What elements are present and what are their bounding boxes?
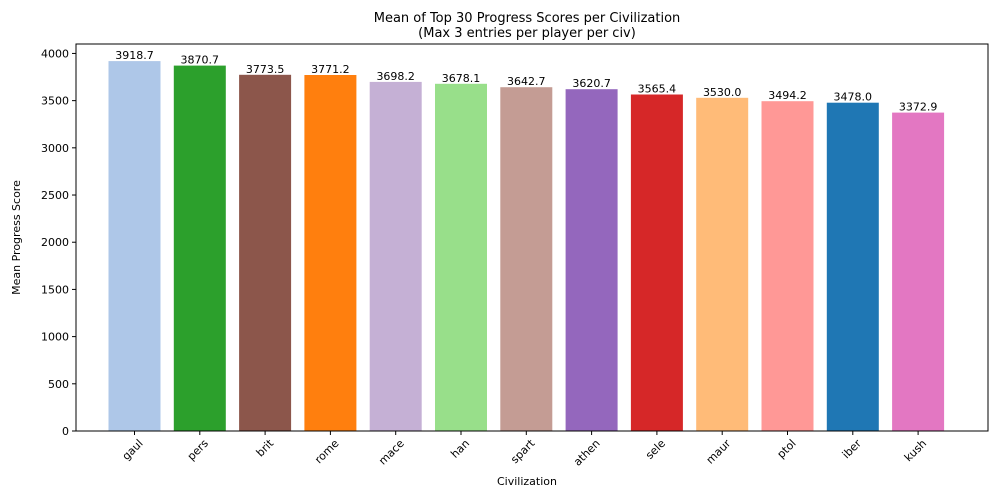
x-tick-label-spart: spart bbox=[508, 436, 538, 466]
bar-rome bbox=[304, 75, 357, 431]
x-axis: gaul pers brit rome mace han spart athen sele mau… bbox=[120, 431, 929, 469]
data-label-han: 3678.1 bbox=[442, 72, 481, 85]
x-axis-label: Civilization bbox=[497, 475, 557, 488]
bar-gaul bbox=[108, 61, 161, 431]
bar-mace bbox=[369, 81, 422, 432]
y-tick-label-500: 500 bbox=[48, 378, 69, 391]
data-label-gaul: 3918.7 bbox=[115, 49, 154, 62]
y-tick-label-1000: 1000 bbox=[41, 331, 69, 344]
bar-iber bbox=[826, 102, 879, 431]
data-label-athen: 3620.7 bbox=[572, 77, 611, 90]
x-tick-label-athen: athen bbox=[571, 437, 603, 469]
x-tick-label-pers: pers bbox=[185, 437, 211, 463]
chart-subtitle: (Max 3 entries per player per civ) bbox=[418, 26, 636, 41]
y-tick-label-2000: 2000 bbox=[41, 236, 69, 249]
data-label-spart: 3642.7 bbox=[507, 75, 546, 88]
data-label-brit: 3773.5 bbox=[246, 63, 285, 76]
x-tick-label-maur: maur bbox=[704, 437, 734, 467]
x-tick-label-kush: kush bbox=[902, 437, 929, 464]
x-tick-label-han: han bbox=[448, 437, 472, 461]
bar-sele bbox=[630, 94, 683, 431]
data-label-kush: 3372.9 bbox=[899, 101, 938, 114]
data-labels-group: 3918.7 3870.7 3773.5 3771.2 3698.2 3678.1 3642… bbox=[115, 49, 937, 114]
bar-maur bbox=[696, 97, 749, 432]
data-label-mace: 3698.2 bbox=[376, 70, 415, 83]
x-tick-label-iber: iber bbox=[840, 437, 865, 462]
chart-title: Mean of Top 30 Progress Scores per Civil… bbox=[374, 11, 681, 26]
data-label-rome: 3771.2 bbox=[311, 63, 350, 76]
bar-spart bbox=[500, 87, 553, 431]
y-tick-label-2500: 2500 bbox=[41, 189, 69, 202]
y-tick-label-1500: 1500 bbox=[41, 283, 69, 296]
data-label-maur: 3530.0 bbox=[703, 86, 742, 99]
x-tick-label-sele: sele bbox=[643, 437, 668, 462]
y-axis-label: Mean Progress Score bbox=[10, 180, 23, 295]
x-tick-label-brit: brit bbox=[254, 436, 277, 459]
bar-kush bbox=[892, 112, 945, 431]
y-tick-label-0: 0 bbox=[62, 425, 69, 438]
y-tick-label-3000: 3000 bbox=[41, 142, 69, 155]
data-label-sele: 3565.4 bbox=[638, 83, 677, 96]
x-tick-label-gaul: gaul bbox=[120, 437, 146, 463]
bar-athen bbox=[565, 89, 618, 431]
x-tick-label-rome: rome bbox=[312, 437, 342, 467]
x-tick-label-ptol: ptol bbox=[775, 437, 799, 461]
x-tick-label-mace: mace bbox=[376, 437, 407, 468]
y-axis: 0 500 1000 1500 2000 2500 3000 3500 4000 bbox=[41, 47, 76, 438]
data-label-pers: 3870.7 bbox=[181, 54, 220, 67]
bars-group bbox=[108, 61, 945, 432]
data-label-iber: 3478.0 bbox=[834, 91, 873, 104]
bar-brit bbox=[239, 74, 292, 432]
plot-frame bbox=[75, 43, 989, 432]
y-tick-label-3500: 3500 bbox=[41, 95, 69, 108]
bar-pers bbox=[173, 65, 226, 431]
data-label-ptol: 3494.2 bbox=[768, 89, 807, 102]
bar-ptol bbox=[761, 101, 814, 431]
y-tick-label-4000: 4000 bbox=[41, 47, 69, 60]
bar-han bbox=[435, 83, 487, 432]
